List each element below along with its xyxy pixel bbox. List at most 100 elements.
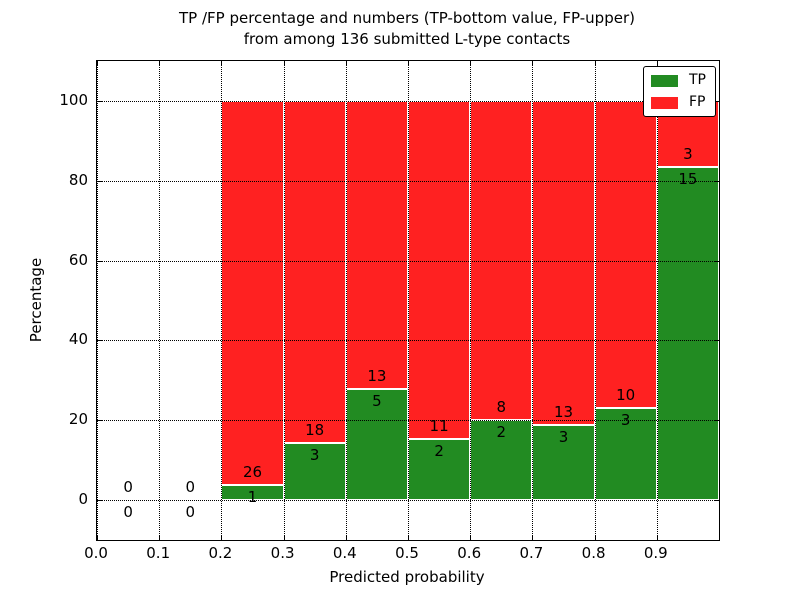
gridline-vertical (532, 61, 534, 540)
gridline-horizontal (97, 180, 719, 182)
legend-label: TP (689, 72, 706, 88)
fp-bar-segment (408, 100, 471, 439)
tp-count-label: 3 (558, 428, 569, 447)
fp-bar-segment (594, 100, 657, 408)
y-tick-mark-right (714, 100, 719, 102)
x-tick-mark (408, 535, 409, 540)
y-tick-label: 60 (68, 250, 88, 269)
x-tick-label: 0.9 (643, 544, 668, 562)
x-tick-mark (345, 535, 347, 540)
y-tick-mark-right (714, 340, 719, 342)
x-tick-label: 0.4 (332, 544, 357, 562)
gridline-vertical (159, 61, 161, 540)
y-tick-mark-right (714, 420, 719, 422)
legend-entry: FP (651, 95, 706, 110)
y-tick-mark (97, 260, 102, 262)
y-tick-label: 80 (68, 170, 88, 189)
y-tick-mark-right (714, 500, 719, 502)
fp-count-label: 18 (305, 421, 325, 440)
x-axis-label: Predicted probability (329, 568, 485, 586)
gridline-horizontal (97, 100, 719, 102)
tp-count-label: 3 (620, 410, 631, 429)
x-tick-mark (97, 535, 98, 540)
fp-count-label: 0 (123, 478, 133, 497)
x-tick-mark (221, 535, 223, 540)
y-tick-mark (97, 420, 102, 422)
gridline-vertical (283, 61, 285, 540)
tp-bar-segment (594, 407, 657, 501)
gridline-vertical (345, 61, 347, 540)
x-tick-mark-top (719, 61, 720, 66)
gridline-horizontal (97, 420, 719, 422)
y-tick-label: 100 (59, 90, 88, 109)
fp-legend-swatch (651, 96, 678, 109)
tp-legend-swatch (651, 74, 678, 87)
gridline-horizontal (97, 500, 719, 502)
tp-bar-segment (283, 443, 346, 501)
y-tick-mark (97, 180, 102, 182)
x-tick-mark (594, 535, 596, 540)
y-tick-mark-right (714, 180, 719, 182)
tp-count-label: 5 (372, 392, 382, 411)
x-tick-mark-top (408, 61, 409, 66)
fp-count-label: 13 (553, 403, 574, 422)
tp-count-label: 0 (123, 503, 133, 522)
y-tick-mark (97, 340, 102, 342)
fp-bar-segment (283, 100, 346, 444)
x-tick-mark-top (159, 61, 161, 66)
fp-count-label: 8 (496, 398, 507, 417)
x-tick-mark-top (470, 61, 472, 66)
tp-count-label: 2 (434, 441, 444, 460)
y-tick-mark (97, 500, 102, 502)
x-tick-label: 0.6 (457, 544, 482, 562)
y-tick-mark (97, 100, 102, 102)
legend-entry: TP (651, 73, 706, 88)
x-tick-mark (283, 535, 285, 540)
fp-bar-segment (345, 100, 408, 390)
chart-title-line2: from among 136 submitted L-type contacts (243, 30, 571, 48)
x-tick-mark (470, 535, 472, 540)
x-tick-label: 0.7 (519, 544, 544, 562)
gridline-vertical (470, 61, 472, 540)
fp-bar-segment (221, 100, 284, 486)
x-tick-mark (159, 535, 161, 540)
x-tick-label: 0.1 (146, 544, 171, 562)
y-tick-label: 0 (78, 490, 88, 509)
tp-bar-segment (345, 389, 408, 501)
x-tick-mark (532, 535, 534, 540)
x-tick-mark-top (221, 61, 223, 66)
gridline-horizontal (97, 260, 719, 262)
fp-count-label: 26 (242, 463, 263, 482)
gridline-vertical (656, 61, 658, 540)
x-tick-mark-top (283, 61, 285, 66)
gridline-vertical (594, 61, 596, 540)
x-tick-mark (719, 535, 720, 540)
tp-count-label: 0 (185, 503, 196, 522)
legend-label: FP (689, 94, 706, 110)
x-tick-label: 0.0 (84, 544, 108, 562)
y-tick-label: 20 (68, 410, 88, 429)
y-tick-mark-right (714, 260, 719, 262)
chart-title-line1: TP /FP percentage and numbers (TP-bottom… (179, 9, 635, 27)
y-tick-label: 40 (68, 330, 88, 349)
x-tick-mark-top (345, 61, 347, 66)
tp-count-label: 15 (678, 170, 698, 189)
x-tick-mark (656, 535, 658, 540)
gridline-vertical (719, 61, 720, 540)
x-tick-mark-top (532, 61, 534, 66)
gridline-vertical (408, 61, 409, 540)
fp-count-label: 3 (683, 145, 693, 164)
fp-bar-segment (532, 100, 595, 426)
fp-count-label: 10 (616, 385, 636, 404)
x-tick-mark-top (97, 61, 98, 66)
x-tick-label: 0.5 (395, 544, 419, 562)
fp-count-label: 0 (185, 478, 196, 497)
x-tick-label: 0.8 (581, 544, 606, 562)
x-tick-label: 0.2 (208, 544, 233, 562)
legend: TP FP (643, 66, 716, 117)
tp-count-label: 2 (496, 423, 507, 442)
fp-count-label: 11 (429, 416, 449, 435)
tp-bar-segment (408, 438, 471, 501)
fp-count-label: 13 (367, 367, 387, 386)
